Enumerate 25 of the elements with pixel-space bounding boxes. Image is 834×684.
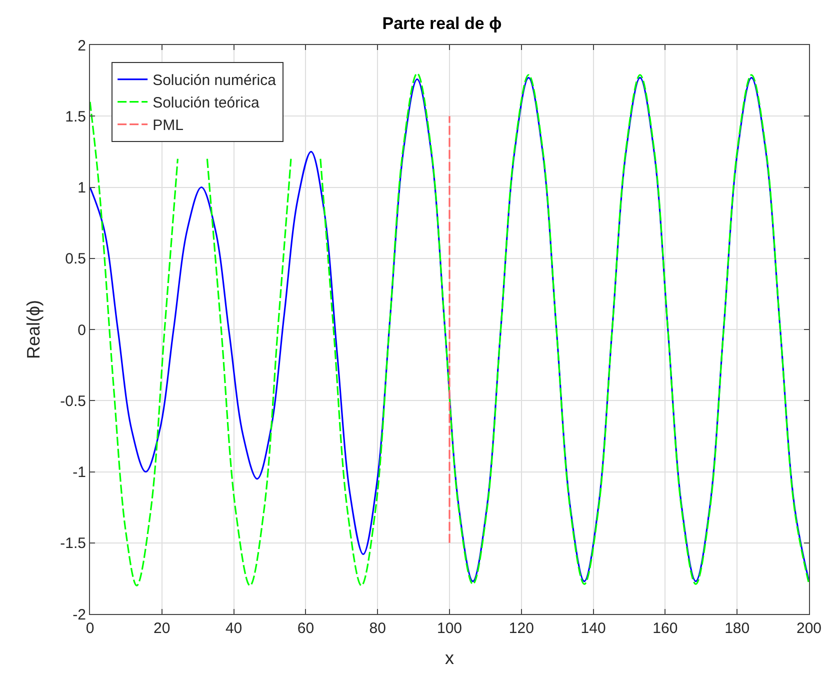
y-tick-label: 1.5 [65, 108, 86, 126]
chart-title: Parte real de ϕ [382, 14, 502, 33]
x-tick-label: 140 [580, 620, 606, 637]
y-tick-label: -0.5 [60, 392, 86, 410]
y-tick-label: 0 [78, 322, 86, 339]
legend-label: PML [152, 117, 184, 134]
legend-label: Solución teórica [152, 94, 260, 112]
x-tick-label: 80 [369, 620, 386, 637]
y-tick-label: 2 [78, 37, 86, 54]
legend-label: Solución numérica [152, 72, 277, 90]
y-tick-label: -1 [72, 464, 86, 481]
y-axis-title: Real(ϕ) [23, 300, 44, 360]
x-tick-label: 20 [154, 620, 170, 637]
x-tick-label: 200 [796, 620, 822, 637]
y-tick-label: 1 [78, 180, 86, 196]
x-tick-label: 60 [297, 620, 314, 637]
x-axis-title: x [445, 648, 454, 668]
x-tick-label: 180 [724, 620, 750, 637]
x-tick-label: 40 [225, 620, 242, 637]
x-tick-label: 120 [508, 620, 534, 637]
y-tick-label: -2 [72, 606, 86, 624]
y-tick-label: 0.5 [65, 250, 86, 268]
x-tick-label: 100 [436, 620, 462, 637]
y-tick-label: -1.5 [60, 535, 86, 552]
x-tick-label: 160 [652, 620, 678, 637]
